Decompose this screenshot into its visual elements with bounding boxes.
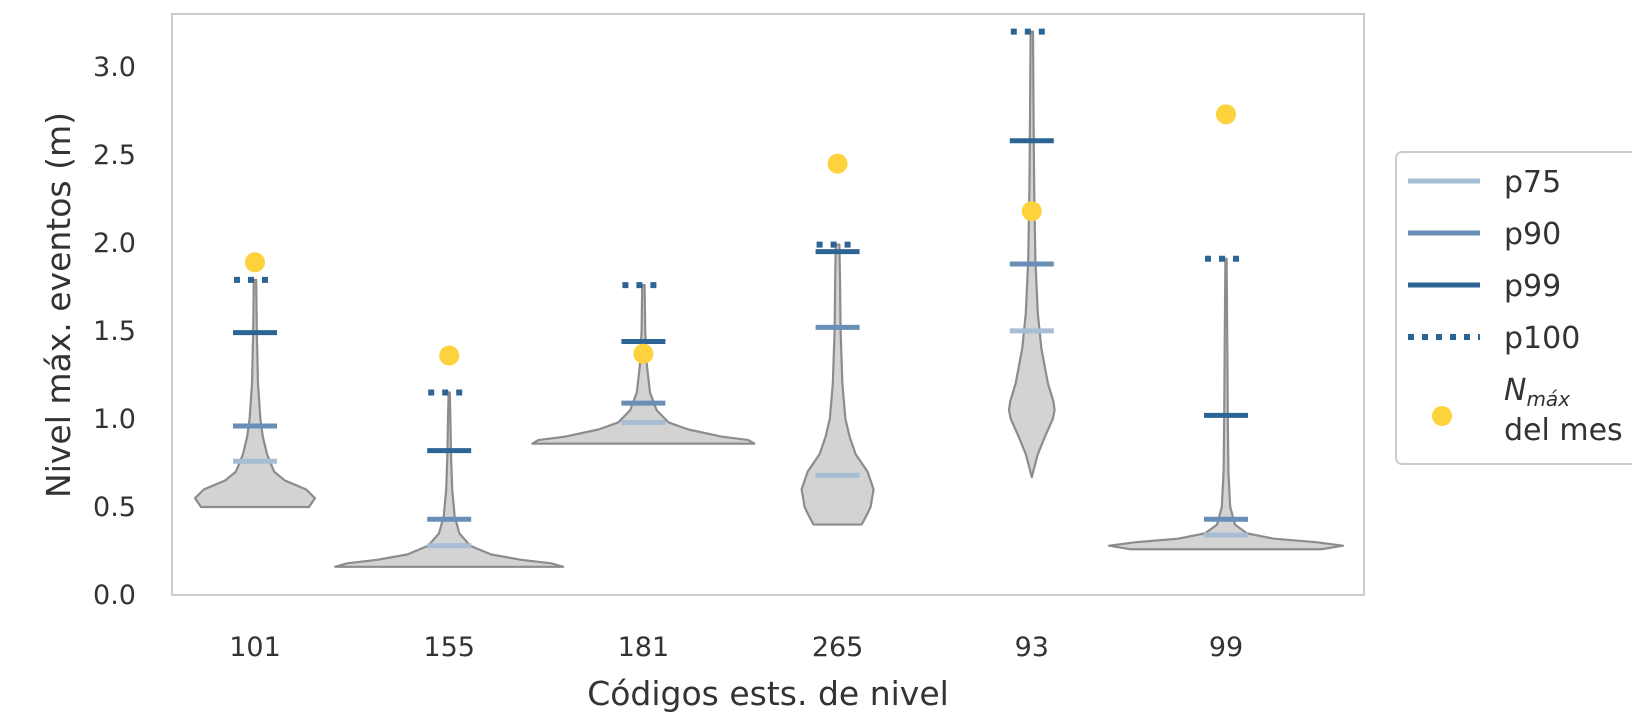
violin-101 <box>193 252 317 509</box>
y-tick-label: 2.0 <box>93 228 136 259</box>
nmax-dot <box>827 153 848 174</box>
y-axis-title: Nivel máx. eventos (m) <box>39 112 78 498</box>
x-axis-title: Códigos ests. de nivel <box>587 674 949 713</box>
legend-item-p100: p100 <box>1408 321 1580 356</box>
legend-label-nmax-line2: del mes <box>1504 413 1623 448</box>
legend-label-p100: p100 <box>1504 321 1580 356</box>
y-tick-label: 2.5 <box>93 140 136 171</box>
violin-155 <box>334 345 565 568</box>
violin-body <box>193 278 317 509</box>
nmax-dot <box>1021 201 1042 222</box>
legend-item-p75: p75 <box>1408 165 1561 200</box>
violin-265 <box>800 153 875 526</box>
x-tick-label: 265 <box>812 632 864 663</box>
y-axis: 0.0 0.5 1.0 1.5 2.0 2.5 3.0 <box>93 52 136 611</box>
y-tick-label: 1.5 <box>93 316 136 347</box>
violin-93 <box>1007 28 1056 479</box>
x-tick-label: 155 <box>423 632 475 663</box>
violin-body <box>1107 257 1345 551</box>
legend-label-nmax-main: N <box>1504 373 1526 408</box>
y-tick-label: 0.5 <box>93 492 136 523</box>
legend-item-p99: p99 <box>1408 269 1561 304</box>
violin-181 <box>531 282 756 445</box>
violin-body <box>334 391 565 568</box>
nmax-dot <box>1216 104 1236 125</box>
legend-label-p75: p75 <box>1504 165 1561 200</box>
legend-label-p99: p99 <box>1504 269 1561 304</box>
x-tick-label: 93 <box>1015 632 1049 663</box>
plot-frame <box>171 13 1365 596</box>
x-axis: 101 155 181 265 93 99 <box>229 632 1243 663</box>
legend-label-nmax-sub: máx <box>1526 387 1570 411</box>
x-tick-label: 99 <box>1209 632 1243 663</box>
legend-label-nmax: Nmáx <box>1504 373 1570 411</box>
legend-item-p90: p90 <box>1408 217 1561 252</box>
violin-body <box>1007 30 1056 479</box>
y-tick-label: 0.0 <box>93 580 136 611</box>
nmax-dot <box>633 343 654 364</box>
nmax-dot <box>245 252 265 273</box>
y-tick-label: 1.0 <box>93 404 136 435</box>
x-tick-label: 101 <box>229 632 281 663</box>
legend-swatch-nmax <box>1432 406 1452 426</box>
violin-body <box>800 243 875 526</box>
legend-frame <box>1395 151 1632 465</box>
legend: p75 p90 p99 p100 Nmáx del mes <box>1395 151 1632 465</box>
y-tick-label: 3.0 <box>93 52 136 83</box>
violin-body <box>531 284 756 445</box>
nmax-dot <box>439 345 460 366</box>
violins-layer <box>193 28 1345 568</box>
violin-99 <box>1107 104 1345 551</box>
x-tick-label: 181 <box>618 632 670 663</box>
legend-item-nmax: Nmáx del mes <box>1432 373 1623 448</box>
legend-label-p90: p90 <box>1504 217 1561 252</box>
